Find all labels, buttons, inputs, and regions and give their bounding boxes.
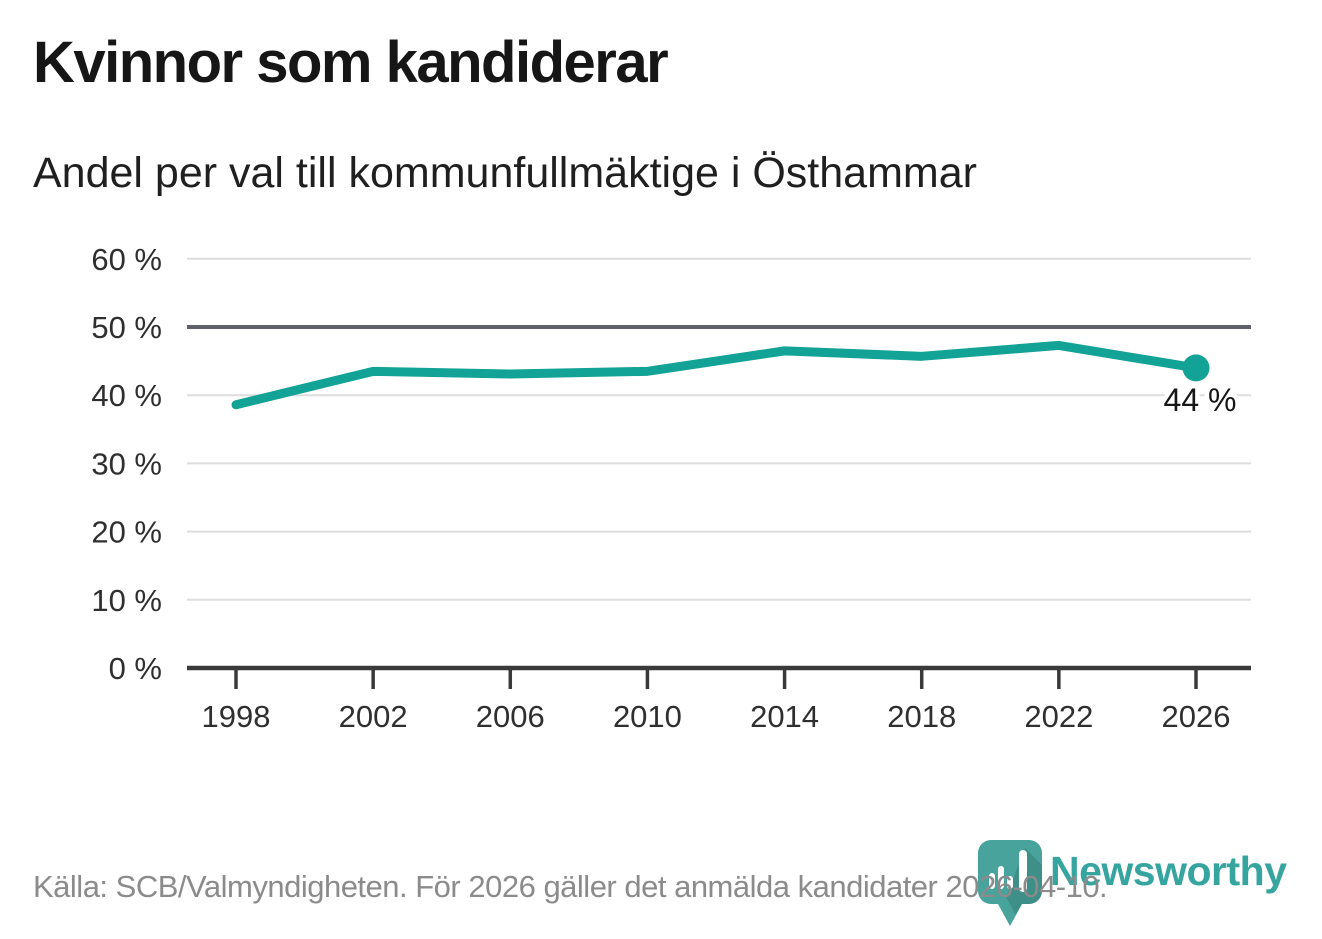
x-tick-label: 2014 [750,699,819,734]
newsworthy-wordmark: Newsworthy [1050,848,1287,894]
y-tick-label: 50 % [91,310,162,345]
x-tick-label: 2022 [1024,699,1093,734]
y-tick-label: 20 % [91,515,162,550]
source-note: Källa: SCB/Valmyndigheten. För 2026 gäll… [33,869,1108,904]
chart-title: Kvinnor som kandiderar [33,30,669,95]
y-tick-label: 30 % [91,446,162,481]
y-tick-label: 60 % [91,242,162,277]
end-value-label: 44 % [1164,382,1237,418]
x-tick-label: 2002 [339,699,408,734]
x-tick-label: 1998 [202,699,271,734]
newsworthy-logo-icon [978,840,1042,926]
end-point-marker [1182,354,1210,382]
x-tick-label: 2018 [887,699,956,734]
x-tick-label: 2026 [1162,699,1231,734]
x-tick-label: 2006 [476,699,545,734]
chart-subtitle: Andel per val till kommunfullmäktige i Ö… [33,149,977,197]
x-tick-label: 2010 [613,699,682,734]
y-tick-label: 0 % [109,651,162,686]
y-tick-label: 40 % [91,378,162,413]
trend-line [231,340,1201,410]
y-tick-label: 10 % [91,583,162,618]
